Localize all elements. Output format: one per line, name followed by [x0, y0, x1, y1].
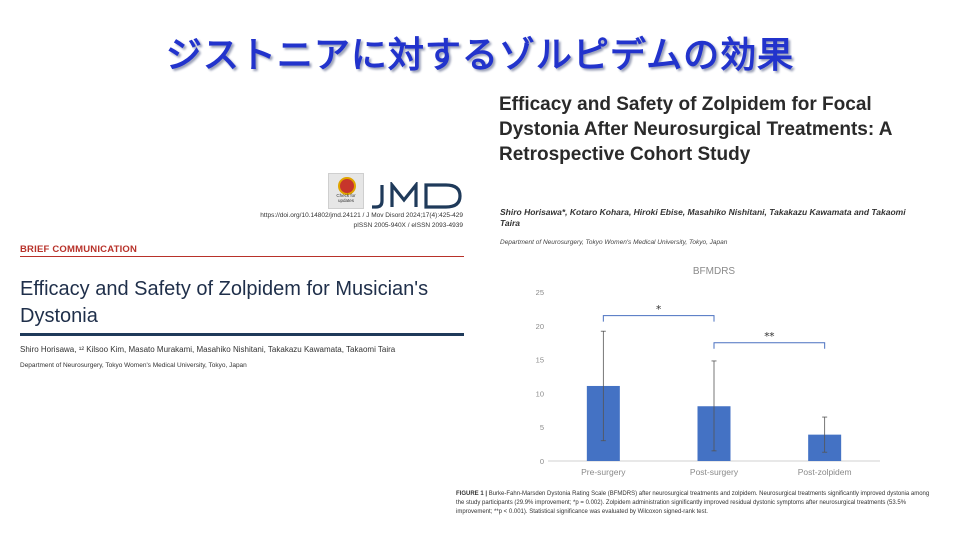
caption-label: FIGURE 1 |: [456, 491, 488, 497]
x-tick-label: Pre-surgery: [581, 467, 626, 477]
title-divider: [20, 333, 464, 336]
issn-line: pISSN 2005-940X / eISSN 2093-4939: [353, 222, 464, 229]
significance-bracket: [713, 342, 826, 349]
left-paper-affiliation: Department of Neurosurgery, Tokyo Women'…: [20, 362, 247, 369]
y-tick-label: 0: [540, 457, 544, 466]
right-paper-title: Efficacy and Safety of Zolpidem for Foca…: [499, 94, 892, 165]
caption-text: Burke-Fahn-Marsden Dystonia Rating Scale…: [456, 491, 930, 515]
y-tick-label: 5: [540, 423, 544, 432]
x-tick-label: Post-zolpidem: [798, 467, 852, 477]
check-updates-label: Check for updates: [336, 193, 356, 203]
y-tick-label: 20: [536, 322, 544, 331]
significance-bracket: [602, 315, 715, 322]
jmd-logo: [372, 182, 462, 209]
check-for-updates-badge[interactable]: Check for updates: [328, 173, 364, 209]
right-paper-affiliation: Department of Neurosurgery, Tokyo Women'…: [500, 239, 728, 246]
y-tick-label: 15: [536, 356, 544, 365]
y-tick-label: 10: [536, 389, 544, 398]
slide-title: ジストニアに対するゾルピデムの効果: [165, 35, 795, 76]
chart-title: BFMDRS: [693, 266, 736, 277]
section-label: BRIEF COMMUNICATION: [20, 244, 138, 255]
figure-caption: FIGURE 1 | Burke-Fahn-Marsden Dystonia R…: [456, 490, 936, 517]
doi-line: https://doi.org/10.14802/jmd.24121 / J M…: [260, 212, 463, 219]
significance-label: *: [656, 305, 661, 316]
left-paper-title: Efficacy and Safety of Zolpidem for Musi…: [20, 278, 429, 327]
y-tick-label: 25: [536, 288, 544, 297]
bfmdrs-chart: BFMDRS 0 5 10 15 20 25 Pre-surgery Post-surgery P…: [536, 266, 880, 477]
significance-label: **: [764, 332, 774, 343]
x-tick-label: Post-surgery: [690, 467, 739, 477]
left-paper-authors: Shiro Horisawa, ¹² Kilsoo Kim, Masato Mu…: [20, 345, 396, 354]
right-paper-authors: Shiro Horisawa*, Kotaro Kohara, Hiroki E…: [500, 207, 906, 228]
section-divider: [20, 256, 464, 257]
check-updates-icon: [338, 177, 356, 195]
